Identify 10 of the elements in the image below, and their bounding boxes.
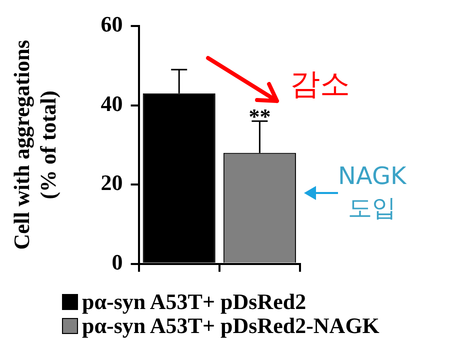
annotation: ** [248, 104, 271, 129]
y-tick-label: 0 [112, 249, 123, 274]
y-tick-label: 60 [100, 12, 123, 37]
legend-label: pα-syn A53T+ pDsRed2 [82, 289, 306, 314]
y-tick-label: 20 [100, 170, 123, 196]
y-tick-label: 40 [100, 90, 123, 116]
text: NAGK 도입 [338, 161, 406, 224]
legend-label: pα-syn A53T+ pDsRed2-NAGK [82, 313, 380, 338]
y-axis-title: Cell with aggregations (% of total) [8, 40, 60, 250]
annotation: 감소 [290, 66, 350, 104]
